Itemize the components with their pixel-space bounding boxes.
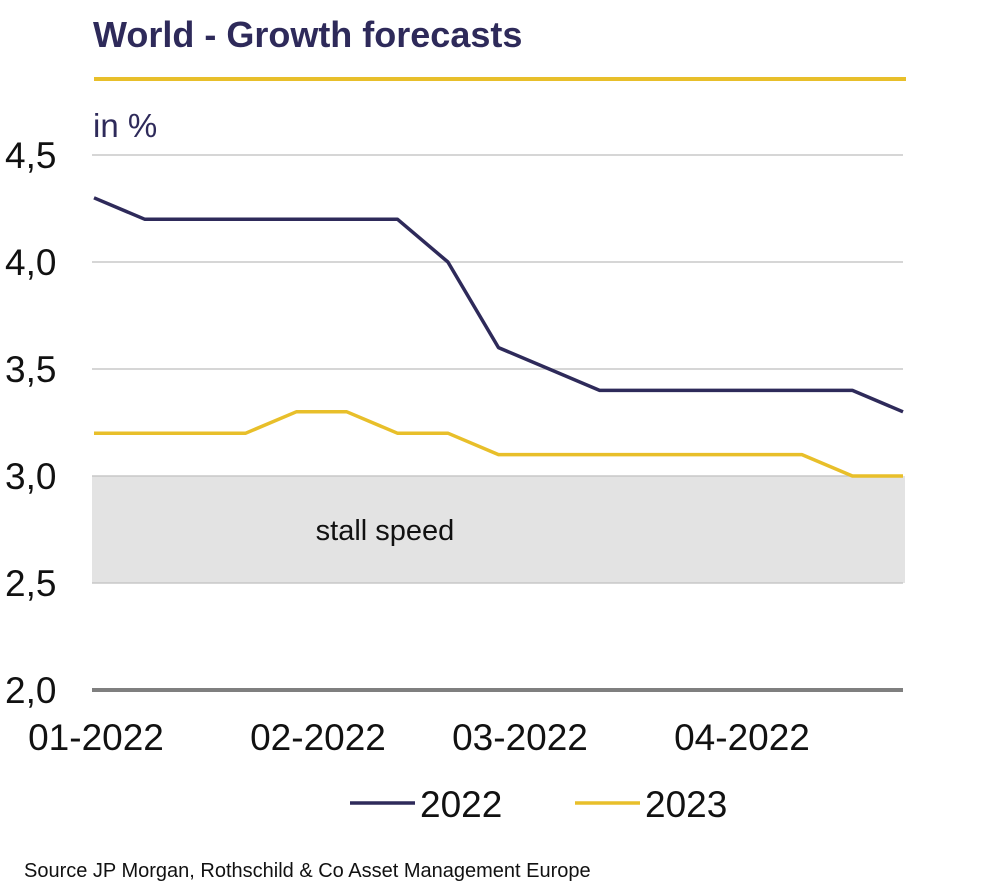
- unit-label: in %: [93, 107, 157, 144]
- band-label: stall speed: [316, 515, 455, 547]
- stall-speed-band: stall speed: [92, 476, 905, 583]
- y-axis-ticks: 2,0 2,5 3,0 3,5 4,0 4,5: [5, 135, 56, 711]
- title-underline: [94, 77, 906, 81]
- y-tick-label: 4,5: [5, 135, 56, 176]
- legend-label-2023: 2023: [645, 784, 727, 825]
- y-tick-label: 4,0: [5, 242, 56, 283]
- series-lines: [93, 196, 904, 478]
- x-tick-label: 03-2022: [452, 717, 588, 758]
- y-tick-label: 2,0: [5, 670, 56, 711]
- chart-title: World - Growth forecasts: [93, 14, 523, 55]
- legend: 2022 2023: [350, 784, 727, 825]
- series-line-2023: [94, 410, 903, 478]
- legend-label-2022: 2022: [420, 784, 502, 825]
- y-tick-label: 3,0: [5, 456, 56, 497]
- band-area: [92, 476, 905, 583]
- y-tick-label: 2,5: [5, 563, 56, 604]
- source-note: Source JP Morgan, Rothschild & Co Asset …: [24, 860, 591, 882]
- x-axis-ticks: 01-2022 02-2022 03-2022 04-2022: [28, 717, 810, 758]
- x-tick-label: 01-2022: [28, 717, 164, 758]
- gridlines: [92, 154, 903, 692]
- x-tick-label: 04-2022: [674, 717, 810, 758]
- line-chart: in % stall speed 2,0 2,5 3,0 3,5 4,0 4,5 01-2…: [5, 107, 905, 825]
- x-tick-label: 02-2022: [250, 717, 386, 758]
- series-line-2022: [93, 196, 904, 414]
- y-tick-label: 3,5: [5, 349, 56, 390]
